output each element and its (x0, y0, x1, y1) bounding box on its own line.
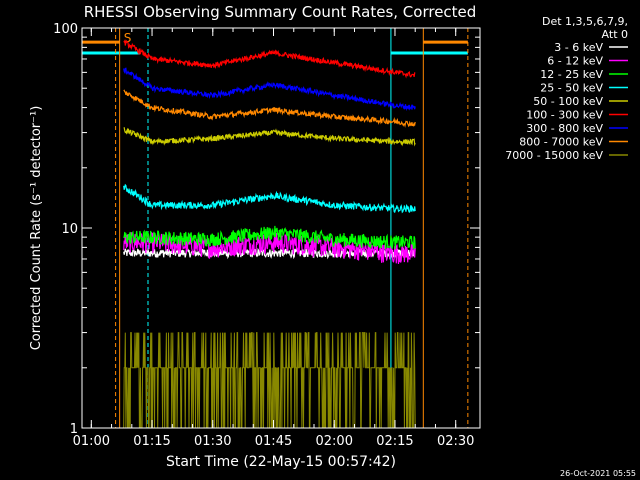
legend-label-1: 6 - 12 keV (547, 55, 603, 68)
series-line-7 (123, 89, 416, 128)
x-tick-label-3: 01:45 (255, 434, 292, 449)
series-line-4 (123, 127, 416, 147)
y-tick-label-1: 10 (61, 222, 78, 237)
plot-area: S (82, 28, 469, 428)
legend-label-3: 25 - 50 keV (540, 82, 603, 95)
x-tick-label-4: 02:00 (316, 434, 353, 449)
x-tick-label-6: 02:30 (437, 434, 474, 449)
chart-title: RHESSI Observing Summary Count Rates, Co… (84, 3, 477, 21)
legend-label-7: 800 - 7000 keV (519, 136, 603, 149)
legend-header-1: Att 0 (602, 28, 628, 41)
legend-label-4: 50 - 100 keV (533, 95, 603, 108)
x-axis: 01:00 01:15 01:30 01:45 02:00 02:15 02:30 (73, 28, 474, 449)
series-line-1 (123, 231, 416, 265)
x-tick-label-1: 01:15 (133, 434, 170, 449)
timestamp: 26-Oct-2021 05:55 (560, 469, 636, 478)
legend-label-6: 300 - 800 keV (526, 122, 603, 135)
x-tick-label-0: 01:00 (73, 434, 110, 449)
y-axis-label: Corrected Count Rate (s⁻¹ detector⁻¹) (29, 106, 44, 351)
legend-label-5: 100 - 300 keV (526, 109, 603, 122)
legend-header-0: Det 1,3,5,6,7,9, (542, 15, 628, 28)
legend-label-8: 7000 - 15000 keV (505, 149, 603, 162)
series-line-2 (123, 225, 416, 250)
y-tick-label-0: 1 (70, 422, 78, 437)
legend-label-2: 12 - 25 keV (540, 68, 603, 81)
annotation-0: S (124, 31, 132, 45)
series-line-3 (123, 183, 416, 214)
x-tick-label-5: 02:15 (376, 434, 413, 449)
y-axis: 1 10 100 (53, 22, 480, 437)
x-axis-label: Start Time (22-May-15 00:57:42) (166, 454, 396, 470)
y-tick-label-2: 100 (53, 22, 78, 37)
series-line-8 (123, 332, 416, 428)
x-tick-label-2: 01:30 (194, 434, 231, 449)
series-line-5 (123, 38, 416, 79)
legend-label-0: 3 - 6 keV (554, 41, 603, 54)
series-line-6 (123, 67, 416, 112)
